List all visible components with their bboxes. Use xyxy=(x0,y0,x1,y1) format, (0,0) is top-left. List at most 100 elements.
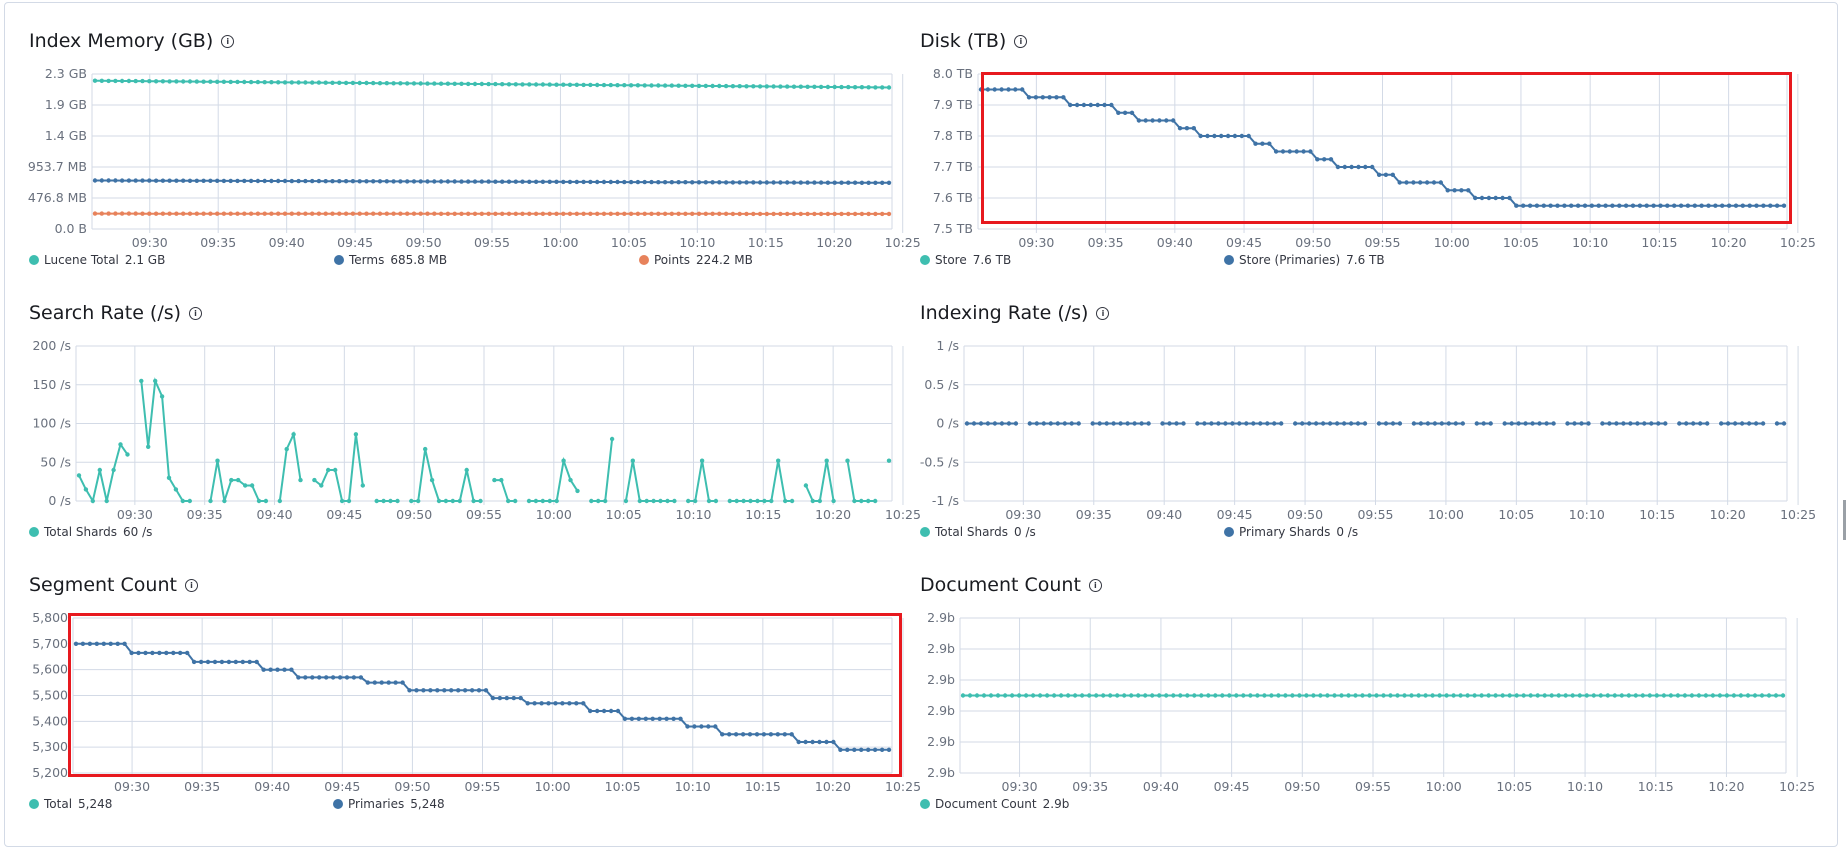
x-tick-label: 09:35 xyxy=(187,507,223,522)
data-point xyxy=(372,680,377,685)
info-icon[interactable]: i xyxy=(1096,307,1110,320)
data-point xyxy=(282,211,288,216)
data-point xyxy=(971,421,977,426)
data-point xyxy=(1705,421,1710,426)
data-point xyxy=(1395,693,1400,698)
data-point xyxy=(818,180,824,185)
legend-item[interactable]: Document Count 2.9b xyxy=(920,797,1069,811)
data-point xyxy=(845,747,850,752)
data-point xyxy=(464,467,469,473)
legend-item[interactable]: Primaries 5,248 xyxy=(333,797,445,811)
legend-item[interactable]: Total Shards 60 /s xyxy=(29,525,152,539)
data-point xyxy=(1374,693,1379,698)
data-point xyxy=(432,211,437,216)
data-point xyxy=(886,85,892,90)
data-point xyxy=(974,693,980,698)
data-point xyxy=(554,498,559,504)
legend-item[interactable]: Total 5,248 xyxy=(29,797,112,811)
data-point xyxy=(1689,693,1695,698)
data-point xyxy=(727,498,732,504)
info-icon[interactable]: i xyxy=(221,35,235,48)
data-point xyxy=(1287,149,1292,154)
data-point xyxy=(547,211,552,216)
x-tick-label: 10:15 xyxy=(1638,779,1674,794)
data-point xyxy=(886,180,892,185)
data-point xyxy=(1334,421,1340,426)
legend-item[interactable]: Total Shards 0 /s xyxy=(920,525,1036,539)
data-point xyxy=(852,498,857,504)
data-point xyxy=(242,178,247,184)
data-point xyxy=(357,80,362,86)
data-point xyxy=(574,82,579,87)
info-icon[interactable]: i xyxy=(1014,35,1028,48)
chart-svg: 7.5 TB 7.6 TB 7.7 TB 7.8 TB 7.9 TB 8.0 TB 09:3… xyxy=(933,66,1816,250)
data-point xyxy=(442,688,447,693)
data-point xyxy=(493,179,498,184)
data-point xyxy=(1766,693,1772,698)
legend-item[interactable]: Primary Shards 0 /s xyxy=(1224,525,1358,539)
data-point xyxy=(379,680,384,685)
data-point xyxy=(737,211,742,217)
info-icon[interactable]: i xyxy=(189,307,203,320)
data-point xyxy=(256,498,262,504)
legend-item[interactable]: Points 224.2 MB xyxy=(639,253,753,267)
data-point xyxy=(1745,693,1751,698)
data-point xyxy=(703,83,708,89)
data-point xyxy=(140,178,145,183)
data-point xyxy=(432,81,437,86)
data-point xyxy=(693,498,698,504)
data-point xyxy=(686,498,691,504)
data-point xyxy=(789,732,794,737)
info-icon[interactable]: i xyxy=(184,579,198,592)
data-point xyxy=(365,680,370,685)
data-point xyxy=(825,180,831,185)
data-point xyxy=(1346,693,1351,698)
data-point xyxy=(459,179,464,184)
legend-item[interactable]: Store (Primaries) 7.6 TB xyxy=(1224,253,1385,267)
data-point xyxy=(540,82,546,87)
data-point xyxy=(747,732,753,737)
data-point xyxy=(782,732,787,737)
data-point xyxy=(1065,693,1071,698)
data-point xyxy=(428,688,433,693)
scrollbar[interactable] xyxy=(1843,500,1846,540)
data-point xyxy=(248,211,254,216)
data-point xyxy=(1115,693,1120,698)
legend-item[interactable]: Store 7.6 TB xyxy=(920,253,1011,267)
legend-item[interactable]: Terms 685.8 MB xyxy=(334,253,447,267)
data-point xyxy=(513,498,518,504)
data-point xyxy=(981,693,987,698)
data-point xyxy=(164,650,169,656)
data-point xyxy=(1079,693,1085,698)
data-point xyxy=(699,458,705,463)
y-tick-label: 0 /s xyxy=(48,493,71,508)
data-point xyxy=(791,211,797,217)
info-icon[interactable]: i xyxy=(1088,579,1102,592)
y-tick-label: 7.6 TB xyxy=(933,190,973,205)
data-point xyxy=(472,211,478,216)
x-tick-label: 10:00 xyxy=(1428,507,1464,522)
data-point xyxy=(676,83,681,88)
data-point xyxy=(866,85,871,90)
x-tick-label: 09:55 xyxy=(1364,235,1400,250)
legend-item[interactable]: Lucene Total 2.1 GB xyxy=(29,253,165,267)
data-point xyxy=(771,84,776,89)
data-point xyxy=(771,180,776,185)
data-point xyxy=(662,180,668,185)
x-tick-label: 09:55 xyxy=(474,235,510,250)
data-point xyxy=(1514,693,1519,698)
data-point xyxy=(644,498,649,504)
data-point xyxy=(1665,203,1670,208)
data-point xyxy=(180,498,185,504)
data-point xyxy=(1600,421,1605,426)
data-point xyxy=(1672,203,1677,208)
data-point xyxy=(608,708,614,714)
data-point xyxy=(1740,203,1745,208)
data-point xyxy=(1388,693,1393,698)
data-point xyxy=(1724,693,1730,698)
data-point xyxy=(810,498,815,504)
data-point xyxy=(999,87,1004,92)
data-point xyxy=(233,659,238,665)
data-point xyxy=(1541,203,1546,208)
data-point xyxy=(174,79,179,84)
